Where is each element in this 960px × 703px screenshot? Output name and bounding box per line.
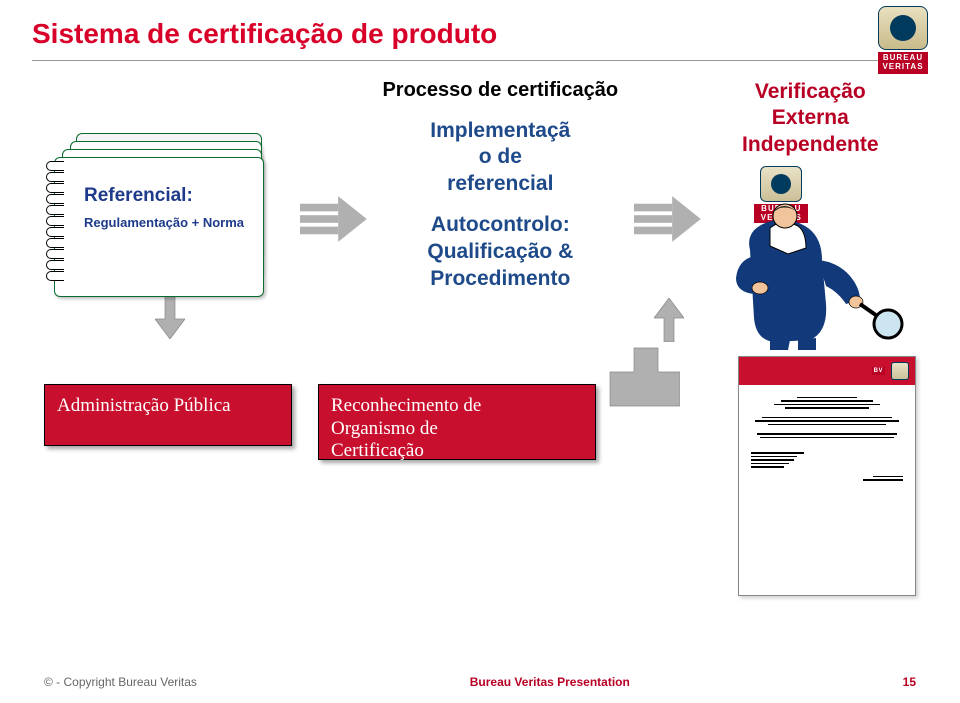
bv-emblem-icon <box>760 166 802 202</box>
inspector-icon <box>710 200 910 350</box>
notebook-column: Referencial: Regulamentação + Norma <box>40 79 300 339</box>
connector-elbow-icon <box>600 336 680 412</box>
impl-l1: Implementaçã <box>430 119 570 142</box>
impl-l2: o de <box>479 145 522 168</box>
diagram-row-1: Referencial: Regulamentação + Norma Proc… <box>0 61 960 346</box>
box-reconhecimento: Reconhecimento de Organismo de Certifica… <box>318 384 596 460</box>
autocontrol-text: Autocontrolo: Qualificação & Procediment… <box>427 211 573 293</box>
spiral-binding-icon <box>46 161 68 282</box>
verif-l2: Externa <box>772 106 849 129</box>
bv-logo-top: BUREAU VERITAS <box>878 6 928 74</box>
slide-title: Sistema de certificação de produto <box>0 0 960 60</box>
auto-l3: Procedimento <box>430 267 570 290</box>
bv-emblem-icon <box>878 6 928 50</box>
arrow-right-icon <box>300 189 367 249</box>
verification-column: Verificação Externa Independente BUREAU … <box>701 79 920 346</box>
footer-title: Bureau Veritas Presentation <box>197 675 903 689</box>
logo-line2: VERITAS <box>882 62 923 71</box>
footer-page: 15 <box>903 675 916 689</box>
box-administracao: Administração Pública <box>44 384 292 446</box>
verification-text: Verificação Externa Independente <box>742 79 879 158</box>
arrow-up-icon <box>654 298 684 342</box>
recon-l3: Certificação <box>331 440 424 461</box>
notebook: Referencial: Regulamentação + Norma <box>40 133 300 283</box>
cert-body <box>739 385 915 489</box>
logo-line1: BUREAU <box>883 53 923 62</box>
process-header: Processo de certificação <box>382 79 618 102</box>
recon-l1: Reconhecimento de <box>331 395 481 416</box>
slide-footer: © - Copyright Bureau Veritas Bureau Veri… <box>0 675 960 689</box>
recon-l2: Organismo de <box>331 418 438 439</box>
footer-copyright: © - Copyright Bureau Veritas <box>44 675 197 689</box>
notebook-subtitle: Regulamentação + Norma <box>84 215 254 231</box>
certificate-document: BV <box>738 356 916 596</box>
diagram-row-2: Administração Pública Reconhecimento de … <box>0 356 960 616</box>
process-column: Processo de certificação Implementaçã o … <box>367 79 634 293</box>
impl-l3: referencial <box>447 172 553 195</box>
bv-emblem-icon <box>891 362 909 380</box>
inspector-illustration: BUREAU VERITAS <box>710 166 910 346</box>
implementation-text: Implementaçã o de referencial <box>430 118 570 197</box>
arrow-right-icon <box>634 189 701 249</box>
admin-label: Administração Pública <box>57 395 231 416</box>
verif-l1: Verificação <box>755 80 866 103</box>
auto-l2: Qualificação & <box>427 240 573 263</box>
notebook-title: Referencial: <box>84 185 254 207</box>
auto-l1: Autocontrolo: <box>431 213 570 236</box>
cert-header: BV <box>739 357 915 385</box>
cert-mini-text: BV <box>872 367 885 375</box>
arrow-down-icon <box>155 291 185 339</box>
verif-l3: Independente <box>742 133 879 156</box>
